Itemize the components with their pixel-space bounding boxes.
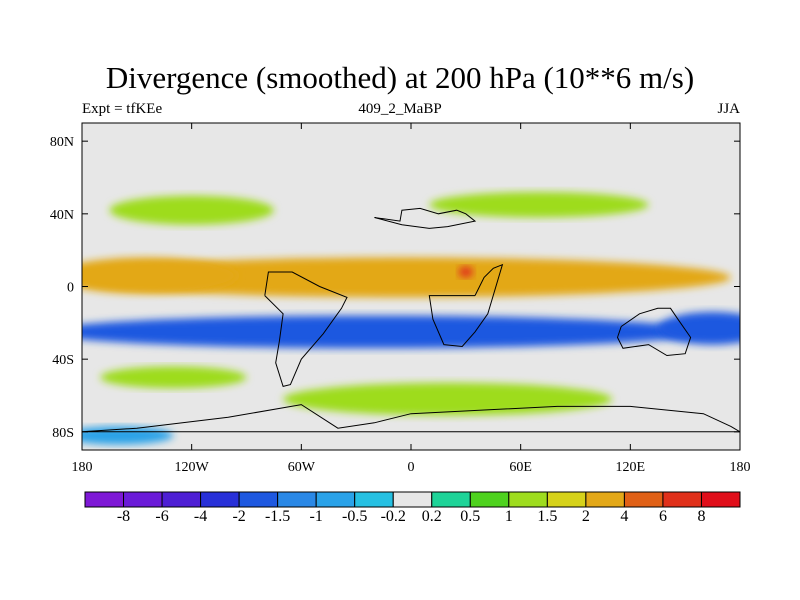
colorbar-label: 0.5 bbox=[460, 508, 481, 525]
region-divergence-max-africa bbox=[458, 266, 474, 278]
colorbar-swatch bbox=[469, 491, 510, 508]
colorbar-swatch bbox=[700, 491, 741, 508]
region-nh-midlat-divergence-atlantic bbox=[109, 195, 274, 225]
colorbar-label: -4 bbox=[193, 508, 208, 525]
colorbar-swatch bbox=[392, 491, 433, 508]
colorbar-labels: -8 -6 -4 -2 -1.5 -1 -0.5 -0.2 0.2 0.5 1 1.5 2 4 6 8 bbox=[0, 508, 800, 528]
colorbar-swatch bbox=[431, 491, 471, 508]
colorbar-label: -1.5 bbox=[264, 508, 291, 525]
coastline-4 bbox=[428, 263, 504, 348]
x-tick-label: 120W bbox=[175, 460, 210, 475]
colorbar-label: 2 bbox=[581, 508, 590, 525]
colorbar-swatch bbox=[123, 491, 163, 508]
colorbar-swatch bbox=[200, 491, 240, 508]
region-tropical-north-divergence-west bbox=[82, 257, 238, 294]
colorbar-swatch bbox=[238, 491, 279, 508]
coastline-3 bbox=[82, 404, 740, 433]
region-equatorial-convergence-band bbox=[82, 315, 704, 349]
colorbar-label: -8 bbox=[116, 508, 131, 525]
y-tick-label: 80N bbox=[50, 135, 74, 150]
y-tick-label: 80S bbox=[52, 426, 74, 441]
coastline-outline bbox=[82, 207, 740, 433]
colorbar-swatch bbox=[354, 491, 394, 508]
colorbar-label: -1 bbox=[309, 508, 323, 525]
colorbar-swatch bbox=[315, 491, 356, 508]
colorbar-label: -0.5 bbox=[342, 508, 368, 525]
x-tick-label: 60W bbox=[288, 460, 316, 475]
run-label: 409_2_MaBP bbox=[358, 101, 442, 117]
colorbar-swatch bbox=[84, 491, 125, 508]
x-axis: 180 120W 60W 0 60E 120E 180 bbox=[72, 123, 751, 475]
colorbar-swatch bbox=[662, 491, 702, 508]
region-sh-midlat-divergence bbox=[283, 382, 613, 416]
y-axis: 80N 40N 0 40S 80S bbox=[50, 135, 740, 441]
colorbar-label: 1.5 bbox=[537, 508, 558, 525]
colorbar-label: 1 bbox=[504, 508, 513, 525]
colorbar-label: -2 bbox=[232, 508, 246, 525]
region-equatorial-convergence-east bbox=[657, 311, 740, 345]
y-tick-label: 40N bbox=[50, 208, 74, 223]
x-tick-label: 120E bbox=[616, 460, 646, 475]
x-tick-label: 60E bbox=[509, 460, 532, 475]
experiment-label: Expt = tfKEe bbox=[82, 101, 163, 117]
coastline-1 bbox=[264, 271, 348, 387]
colorbar-swatch bbox=[277, 491, 317, 508]
colorbar-swatch bbox=[623, 491, 664, 508]
colorbar-swatch bbox=[161, 491, 202, 508]
region-sh-subtropic-divergence bbox=[100, 366, 247, 389]
coastline-2 bbox=[616, 307, 692, 357]
colorbar-label: 0.2 bbox=[421, 508, 442, 525]
region-nh-midlat-divergence-asia bbox=[429, 192, 649, 218]
colorbar bbox=[84, 491, 741, 508]
colorbar-swatch bbox=[546, 491, 587, 508]
coastline-0 bbox=[374, 207, 477, 229]
x-tick-label: 0 bbox=[408, 460, 415, 475]
colorbar-label: 8 bbox=[697, 508, 706, 525]
colorbar-label: 4 bbox=[620, 508, 629, 525]
chart-title: Divergence (smoothed) at 200 hPa (10**6 … bbox=[105, 60, 695, 95]
colorbar-label: -0.2 bbox=[380, 508, 406, 525]
season-label: JJA bbox=[717, 101, 740, 117]
y-tick-label: 40S bbox=[52, 353, 74, 368]
x-tick-label: 180 bbox=[730, 460, 751, 475]
x-tick-label: 180 bbox=[72, 460, 93, 475]
y-tick-label: 0 bbox=[67, 281, 74, 296]
field-regions bbox=[82, 192, 740, 445]
region-sh-polar-convergence bbox=[82, 426, 174, 445]
colorbar-label: 6 bbox=[658, 508, 667, 525]
region-tropical-north-divergence bbox=[82, 257, 731, 298]
colorbar-label: -6 bbox=[155, 508, 169, 525]
colorbar-swatch bbox=[585, 491, 625, 508]
colorbar-swatch bbox=[508, 491, 548, 508]
